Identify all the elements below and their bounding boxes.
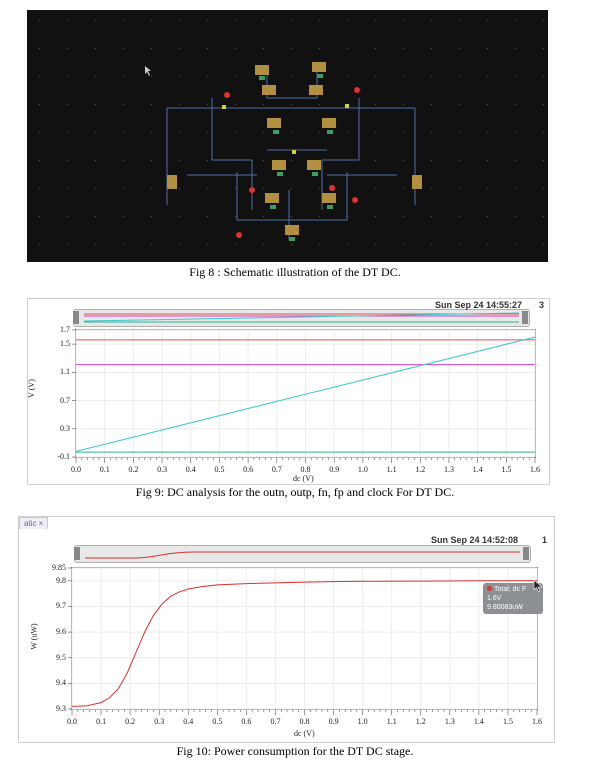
fig9-xtick-label: 0.2 — [128, 465, 139, 474]
fig10-xtick-label: 1.0 — [357, 717, 368, 726]
fig9-xtick-label: 1.4 — [472, 465, 483, 474]
tooltip-marker-icon — [487, 586, 492, 591]
fig10-series-line-0 — [71, 580, 538, 707]
fig10-xtick-label: 1.5 — [502, 717, 513, 726]
fig9-xtick-label: 1.6 — [530, 465, 540, 474]
fig9-xtick-label: 1.0 — [357, 465, 368, 474]
fig9-ytick-label: 1.5 — [60, 339, 70, 349]
schematic-panel — [27, 10, 548, 262]
fig10-ytick-label: 9.3 — [56, 704, 66, 713]
fig9-xtick-label: 1.1 — [386, 465, 397, 474]
fig9-xtick-label: 0.6 — [243, 465, 254, 474]
fig10-xtick-label: 0.2 — [125, 717, 136, 726]
fig9-chart — [72, 329, 536, 463]
schematic-canvas — [39, 20, 544, 245]
fig9-zoom-scrollbar[interactable] — [73, 309, 530, 327]
fig10-tab[interactable]: atic × — [19, 517, 49, 529]
fig10-page-number: 1 — [542, 535, 548, 545]
fig10-ytick-label: 9.8 — [56, 575, 66, 585]
fig10-xtick-label: 1.1 — [386, 717, 397, 726]
fig9-ytick-label: 1.1 — [60, 367, 70, 377]
fig9-xtick-label: 0.9 — [329, 465, 340, 474]
fig10-xtick-label: 1.2 — [415, 717, 426, 726]
fig9-scroll-right-handle[interactable] — [522, 311, 528, 324]
fig9-ytick-label: 0.7 — [60, 395, 70, 405]
fig9-xtick-label: 0.1 — [99, 465, 110, 474]
fig10-xtick-label: 0.8 — [299, 717, 310, 726]
fig10-scroll-right-handle[interactable] — [523, 547, 529, 560]
fig10-xtick-label: 0.9 — [328, 717, 339, 726]
fig10-xtick-label: 1.6 — [532, 717, 542, 726]
fig9-timestamp: Sun Sep 24 14:55:27 — [435, 300, 523, 310]
fig10-xtick-label: 0.1 — [96, 717, 107, 726]
fig10-xtick-label: 1.4 — [473, 717, 484, 726]
fig9-xtick-label: 0.0 — [71, 465, 81, 474]
fig10-ylabel: W (uW) — [29, 623, 39, 650]
fig10-xlabel: dc (V) — [294, 729, 315, 738]
tooltip-x-value: 1.6V — [487, 595, 502, 602]
fig10-chart — [68, 567, 538, 715]
fig9-ytick-label: 1.7 — [60, 325, 70, 334]
fig9-xtick-label: 0.3 — [157, 465, 168, 474]
mouse-cursor-icon — [145, 66, 151, 76]
fig10-xtick-label: 0.0 — [67, 717, 77, 726]
fig10-ytick-label: 9.5 — [56, 652, 66, 662]
fig9-xtick-label: 1.3 — [443, 465, 454, 474]
fig10-xtick-label: 0.5 — [212, 717, 223, 726]
fig10-xtick-label: 0.4 — [183, 717, 194, 726]
fig9-ytick-label: -0.1 — [57, 452, 70, 461]
fig9-ytick-label: 0.3 — [60, 423, 70, 433]
fig9-xtick-label: 0.8 — [300, 465, 311, 474]
fig10-xtick-label: 0.6 — [241, 717, 252, 726]
fig9-scrollbar-preview — [83, 312, 520, 323]
fig9-caption: Fig 9: DC analysis for the outn, outp, f… — [135, 485, 455, 499]
fig10-panel: atic × Sun Sep 24 14:52:08 1 W (uW) dc (… — [18, 516, 555, 743]
fig9-xtick-label: 1.5 — [501, 465, 512, 474]
schematic-transistors — [167, 62, 422, 241]
fig10-zoom-scrollbar[interactable] — [74, 545, 531, 563]
fig9-scroll-left-handle[interactable] — [73, 311, 79, 324]
fig9-xtick-label: 0.4 — [185, 465, 196, 474]
fig10-ytick-label: 9.85 — [52, 563, 66, 572]
tooltip-series: Total; dc F — [494, 586, 527, 593]
fig9-page-number: 3 — [539, 300, 545, 310]
fig10-tooltip: Total; dc F 1.6V 9.80083uW — [483, 583, 543, 614]
fig10-xtick-label: 0.3 — [154, 717, 165, 726]
fig9-ylabel: V (V) — [26, 379, 36, 398]
fig9-xtick-label: 1.2 — [415, 465, 426, 474]
fig10-ytick-label: 9.4 — [56, 678, 66, 688]
fig8-caption: Fig 8 : Schematic illustration of the DT… — [189, 265, 401, 279]
fig9-series-line-2 — [75, 336, 536, 452]
fig10-ytick-label: 9.7 — [56, 601, 66, 611]
fig9-xtick-label: 0.5 — [214, 465, 225, 474]
fig10-cursor-icon — [533, 579, 543, 593]
fig10-scroll-left-handle[interactable] — [74, 547, 80, 560]
fig9-panel: Sun Sep 24 14:55:27 3 V (V) dc (V) 0.0 0.… — [27, 298, 550, 485]
fig10-scrollbar-preview — [85, 551, 520, 559]
fig10-caption: Fig 10: Power consumption for the DT DC … — [176, 744, 414, 758]
fig10-ytick-label: 9.6 — [56, 627, 66, 637]
fig10-xtick-label: 1.3 — [444, 717, 455, 726]
fig9-xlabel: dc (V) — [293, 474, 314, 483]
fig10-timestamp: Sun Sep 24 14:52:08 — [431, 535, 519, 545]
schematic-wires — [166, 70, 416, 240]
tooltip-y-value: 9.80083uW — [487, 604, 523, 611]
fig10-xtick-label: 0.7 — [270, 717, 281, 726]
fig9-xtick-label: 0.7 — [271, 465, 282, 474]
